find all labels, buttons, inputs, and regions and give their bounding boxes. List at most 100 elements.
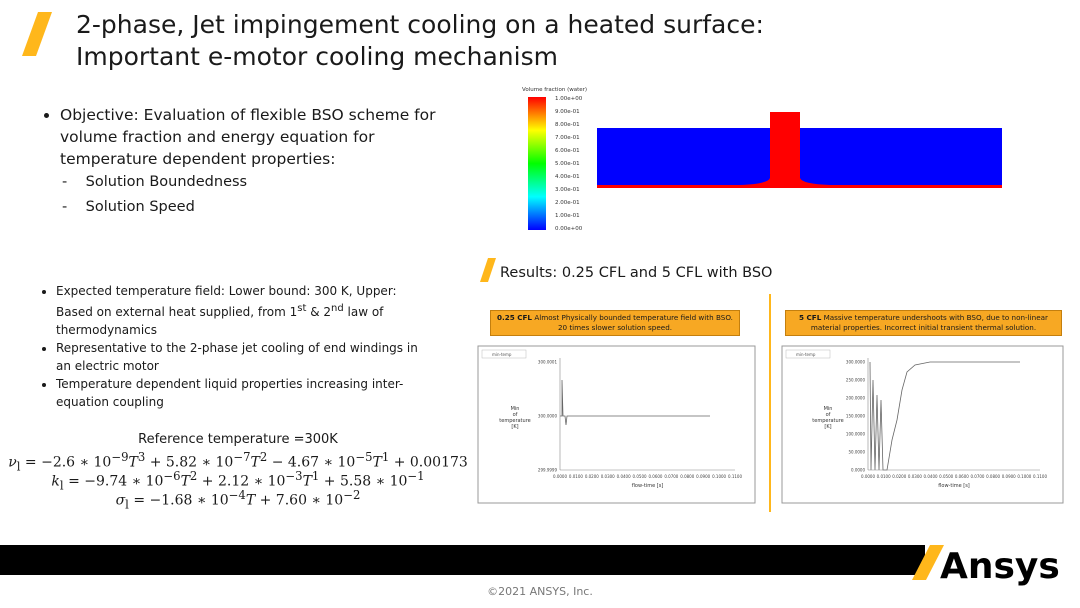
- y-tick-label: 150.0000: [846, 414, 866, 419]
- results-title: Results: 0.25 CFL and 5 CFL with BSO: [500, 265, 772, 281]
- y-axis-label: Min: [511, 406, 520, 412]
- title-line: Important e-motor cooling mechanism: [76, 42, 558, 71]
- equation: σl = −1.68 ∗ 10−4T + 7.60 ∗ 10−2: [0, 488, 488, 511]
- x-axis-label: flow-time [s]: [632, 483, 664, 489]
- x-tick-label: 0.0900: [1002, 474, 1016, 479]
- x-tick-label: 0.0100: [569, 474, 583, 479]
- y-axis-label: of: [513, 412, 518, 418]
- text-it: T: [302, 473, 312, 490]
- x-tick-label: 0.0800: [680, 474, 694, 479]
- y-tick-label: 250.0000: [846, 378, 866, 383]
- text-sup: −4: [228, 488, 246, 502]
- colorbar-label: 2.00e-01: [555, 200, 580, 206]
- reference-title: Reference temperature =300K: [138, 432, 338, 447]
- text-run: + 0.00173: [389, 454, 468, 471]
- plot-legend: min-temp: [796, 352, 816, 357]
- x-tick-label: 0.0400: [617, 474, 631, 479]
- x-tick-label: 0.1100: [728, 474, 742, 479]
- y-tick-label: 200.0000: [846, 396, 866, 401]
- colorbar-label: 7.00e-01: [555, 135, 580, 141]
- colorbar-label: 1.00e+00: [555, 96, 583, 102]
- y-axis-label: temperature: [812, 418, 843, 424]
- text-run: Temperature dependent liquid properties …: [56, 377, 404, 409]
- x-tick-label: 0.0600: [648, 474, 662, 479]
- x-tick-label: 0.0500: [939, 474, 953, 479]
- note: Representative to the 2-phase jet coolin…: [56, 339, 436, 375]
- colorbar-label: 4.00e-01: [555, 174, 580, 180]
- caption-highlight: 0.25 CFL: [497, 313, 533, 322]
- y-tick-label: 299.9999: [538, 468, 558, 473]
- title-line: 2-phase, Jet impingement cooling on a he…: [76, 10, 764, 39]
- y-axis-label: [K]: [824, 424, 831, 430]
- text-sup: 3: [137, 450, 146, 464]
- y-tick-label: 300.0000: [538, 414, 558, 419]
- text-run: Expected temperature field: Lower bound:…: [56, 284, 397, 319]
- text-it: T: [372, 454, 382, 471]
- text-run: = −1.68 ∗ 10: [128, 492, 229, 509]
- text-sup: −9: [111, 450, 129, 464]
- x-tick-label: 0.0600: [955, 474, 969, 479]
- x-tick-label: 0.0300: [601, 474, 615, 479]
- text-run: + 5.82 ∗ 10: [145, 454, 234, 471]
- text-sup: −7: [233, 450, 251, 464]
- text-run: Representative to the 2-phase jet coolin…: [56, 341, 418, 373]
- objective-text: Objective: Evaluation of flexible BSO sc…: [60, 104, 460, 170]
- text-sub: l: [16, 459, 21, 474]
- x-tick-label: 0.0000: [861, 474, 875, 479]
- text-sup: −3: [285, 469, 303, 483]
- plot-legend-box: [481, 349, 527, 359]
- colorbar-title: Volume fraction (water): [522, 87, 587, 93]
- text-sup: nd: [331, 303, 344, 314]
- colorbar-label: 5.00e-01: [555, 161, 580, 167]
- text-it: T: [180, 473, 190, 490]
- accent-slash: [22, 12, 52, 56]
- equation: νl = −2.6 ∗ 10−9T3 + 5.82 ∗ 10−7T2 − 4.6…: [0, 450, 488, 473]
- x-tick-label: 0.0200: [585, 474, 599, 479]
- x-tick-label: 0.1000: [1017, 474, 1031, 479]
- text-sup: 2: [189, 469, 198, 483]
- accent-slash: [480, 258, 496, 282]
- text-sup: st: [297, 303, 307, 314]
- text-sub: l: [59, 478, 64, 493]
- text-run: − 4.67 ∗ 10: [267, 454, 356, 471]
- y-tick-label: 100.0000: [846, 432, 866, 437]
- x-tick-label: 0.0400: [924, 474, 938, 479]
- text-run: + 5.58 ∗ 10: [319, 473, 408, 490]
- text-sup: 1: [311, 469, 320, 483]
- text-run: + 7.60 ∗ 10: [255, 492, 344, 509]
- colorbar-label: 6.00e-01: [555, 148, 580, 154]
- note: Temperature dependent liquid properties …: [56, 375, 436, 411]
- caption: Massive temperature undershoots with BSO…: [810, 313, 1048, 332]
- footer-band: [0, 545, 925, 575]
- y-axis-label: temperature: [499, 418, 530, 424]
- caption-highlight: 5 CFL: [799, 313, 822, 322]
- plot-line: [560, 379, 710, 426]
- caption: Almost Physically bounded temperature fi…: [534, 313, 733, 332]
- text-run: + 2.12 ∗ 10: [197, 473, 286, 490]
- plot-frame: [477, 345, 756, 504]
- y-axis-label: Min: [824, 406, 833, 412]
- plot-legend-box: [785, 349, 831, 359]
- x-tick-label: 0.0500: [633, 474, 647, 479]
- colorbar-label: 1.00e-01: [555, 213, 580, 219]
- x-tick-label: 0.0100: [877, 474, 891, 479]
- notes: Expected temperature field: Lower bound:…: [38, 282, 436, 411]
- y-tick-label: 0.0000: [851, 468, 865, 473]
- text-it: T: [245, 492, 256, 509]
- sub-item-text: Solution Speed: [85, 199, 195, 215]
- y-axis-label: [K]: [511, 424, 518, 430]
- note: Expected temperature field: Lower bound:…: [56, 282, 436, 339]
- caption-box: 0.25 CFL Almost Physically bounded tempe…: [490, 310, 740, 336]
- colorbar: [528, 97, 546, 230]
- x-tick-label: 0.0200: [892, 474, 906, 479]
- logo-slash: [912, 545, 944, 580]
- text-sub: l: [125, 497, 129, 512]
- jet: [597, 112, 1002, 188]
- x-tick-label: 0.0300: [908, 474, 922, 479]
- copyright: ©2021 ANSYS, Inc.: [487, 585, 593, 598]
- text-run: & 2: [306, 305, 331, 319]
- text-sup: 2: [259, 450, 268, 464]
- sub-item-text: Solution Boundedness: [85, 174, 248, 190]
- plot-frame: [781, 345, 1064, 504]
